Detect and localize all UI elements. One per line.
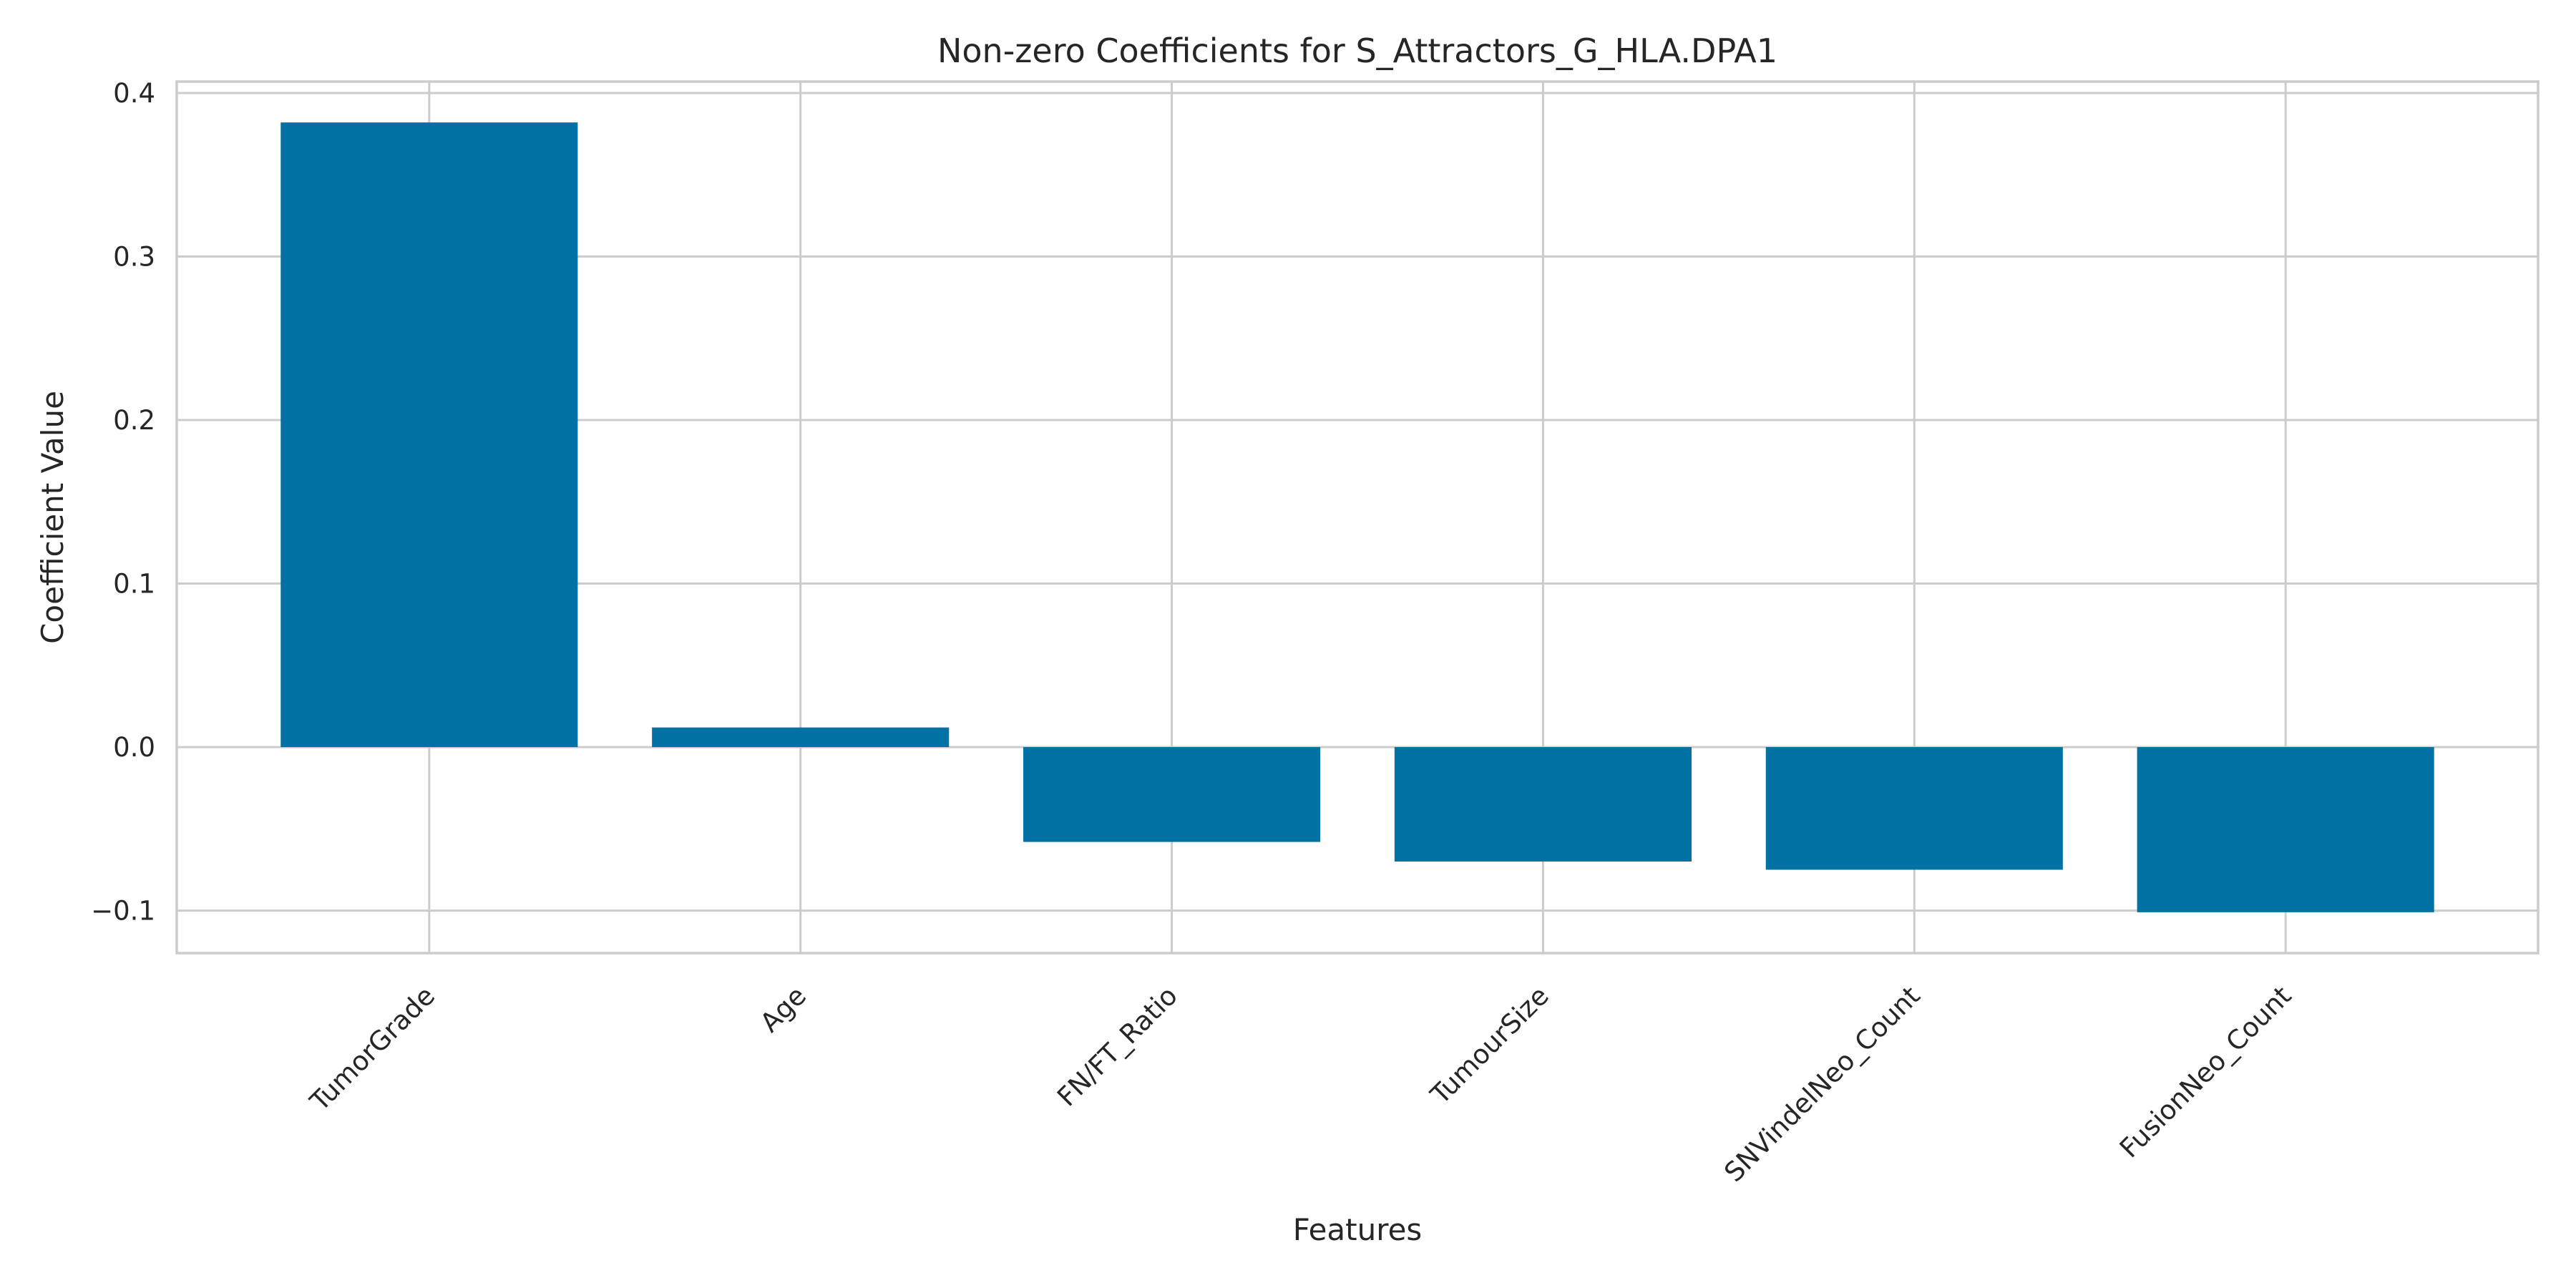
bar [1394, 747, 1692, 862]
x-tick-labels: TumorGrade Age FN/FT_Ratio TumourSize SNVind… [303, 980, 2297, 1188]
y-tick-label: 0.1 [113, 569, 155, 600]
x-tick-label: SNVindelNeo_Count [1718, 980, 1926, 1188]
chart-title: Non-zero Coefficients for S_Attractors_G… [937, 31, 1777, 70]
x-tick-label: Age [754, 980, 812, 1038]
bar [1765, 747, 2063, 870]
y-tick-label: 0.4 [113, 78, 155, 109]
y-tick-label: −0.1 [91, 896, 155, 927]
bars [280, 122, 2434, 912]
y-tick-labels: −0.1 0.0 0.1 0.2 0.3 0.4 [91, 78, 155, 927]
x-tick-label: TumorGrade [303, 980, 441, 1118]
bar [280, 122, 578, 748]
x-axis-title: Features [1293, 1212, 1423, 1247]
y-tick-label: 0.2 [113, 405, 155, 436]
bar [2137, 747, 2434, 912]
y-axis-title: Coefficient Value [35, 391, 70, 644]
y-tick-label: 0.3 [113, 242, 155, 273]
x-tick-label: TumourSize [1425, 980, 1555, 1111]
bar [652, 727, 950, 748]
y-tick-label: 0.0 [113, 732, 155, 763]
bar [1023, 747, 1321, 842]
x-tick-label: FusionNeo_Count [2114, 980, 2298, 1164]
axes-frame [175, 80, 2540, 955]
x-tick-label: FN/FT_Ratio [1051, 980, 1184, 1113]
